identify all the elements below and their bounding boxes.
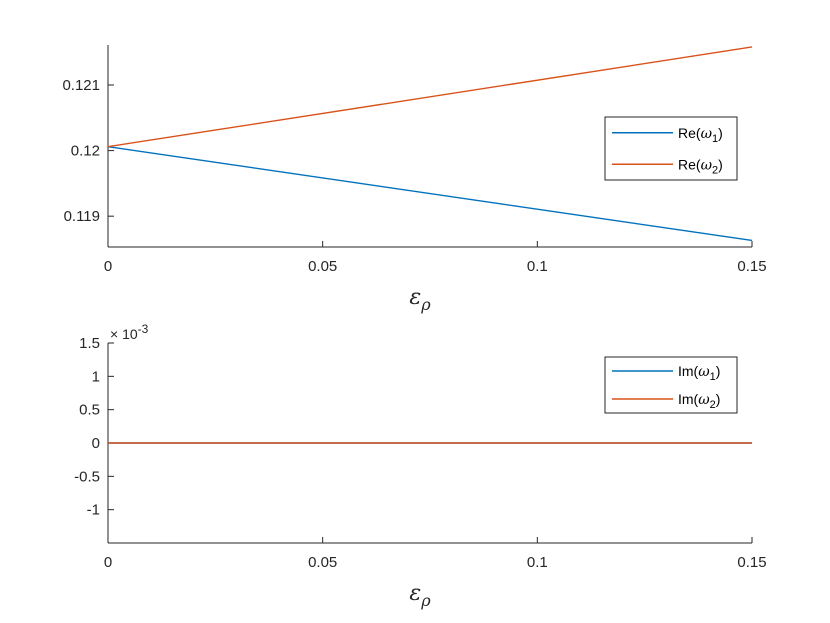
x-tick-label: 0.15 — [737, 554, 766, 571]
x-axis-label: ερ — [409, 581, 431, 610]
y-tick-label: 0.12 — [71, 143, 100, 160]
x-tick-label: 0 — [104, 554, 112, 571]
legend-entry: Im(ω2) — [678, 391, 720, 411]
x-tick-label: 0.1 — [527, 258, 548, 275]
legend-box — [604, 356, 738, 414]
x-tick-label: 0.15 — [737, 258, 766, 275]
x-tick-label: 0.1 — [527, 554, 548, 571]
subplot-2: 0 0.05 0.1 0.15 -1 -0.5 0 0.5 1 1.5 × 10-3 ερ Im(ω1)… — [74, 322, 766, 610]
x-axis-label: ερ — [409, 285, 431, 314]
y-tick-label: 0.121 — [62, 77, 100, 94]
legend: Im(ω1) Im(ω2) — [604, 356, 738, 414]
legend-entry: Re(ω1) — [678, 125, 723, 145]
series-line-2 — [107, 46, 753, 148]
y-tick-label: -1 — [87, 502, 100, 519]
x-tick-label: 0.05 — [308, 258, 337, 275]
y-tick-label: 1.5 — [79, 335, 100, 352]
y-exponent-label: × 10-3 — [110, 322, 149, 342]
series-line-1 — [107, 145, 753, 242]
x-tick-label: 0 — [104, 258, 112, 275]
legend: Re(ω1) Re(ω2) — [604, 116, 738, 181]
y-tick-label: 1 — [92, 368, 100, 385]
subplot-1: 0 0.05 0.1 0.15 0.119 0.12 0.121 ερ Re(ω1) Re(ω2) — [62, 45, 767, 314]
legend-entry: Im(ω1) — [678, 363, 720, 383]
y-tick-label: -0.5 — [74, 468, 100, 485]
legend-entry: Re(ω2) — [678, 156, 723, 176]
y-tick-label: 0.119 — [64, 208, 100, 225]
legend-box — [604, 116, 738, 181]
x-tick-label: 0.05 — [308, 554, 337, 571]
y-tick-label: 0 — [92, 435, 100, 452]
y-tick-label: 0.5 — [79, 402, 100, 419]
